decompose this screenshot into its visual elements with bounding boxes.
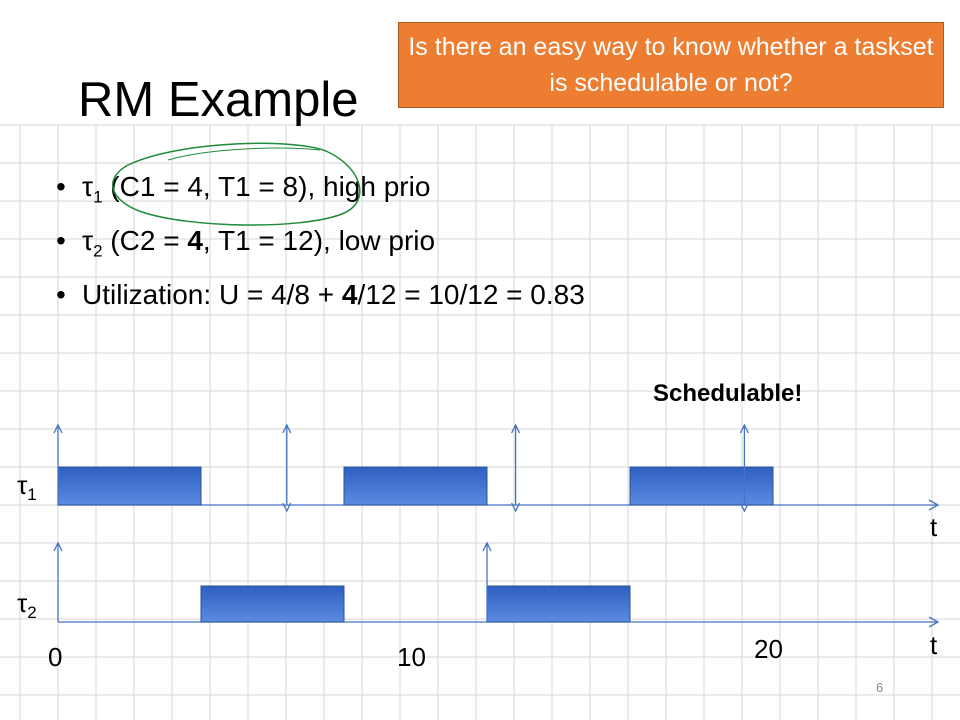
row-label-tau2-symbol: τ: [17, 588, 28, 618]
execution-bar-row2-2: [486, 585, 631, 623]
tick-label-0: 0: [48, 642, 63, 672]
release-arrow-row1-4-head: [739, 423, 749, 434]
bullet-task-2-sub: 2: [93, 241, 103, 261]
release-arrow-row2-2-head: [482, 541, 492, 552]
schedulable-label: Schedulable!: [653, 380, 803, 407]
release-arrow-row1-3-deadline-head: [511, 502, 521, 513]
tick-label-20: 20: [754, 634, 783, 664]
time-axis-arrowhead-row2: [928, 616, 940, 628]
bullet-task-2: τ2 (C2 = 4, T1 = 12), low prio: [56, 218, 585, 272]
row-label-tau1-sub: 1: [27, 485, 37, 505]
bullet-task-2-post: , T1 = 12), low prio: [202, 225, 436, 256]
execution-bar-row2-1: [200, 585, 345, 623]
row-label-tau1: τ1: [17, 470, 37, 505]
bullet-task-1-symbol: τ: [82, 171, 94, 202]
bullet-utilization-post: /12 = 10/12 = 0.83: [357, 279, 585, 310]
tick-label-10: 10: [397, 642, 426, 672]
question-callout: Is there an easy way to know whether a t…: [398, 22, 944, 108]
page-number: 6: [876, 680, 884, 695]
row-label-tau1-symbol: τ: [17, 470, 28, 500]
axis-label-t-row1: t: [930, 512, 938, 542]
release-arrow-row1-4-deadline-head: [739, 502, 749, 513]
execution-bar-row1-1: [57, 466, 202, 506]
bullet-task-2-bold: 4: [187, 225, 203, 256]
bullet-utilization-pre: Utilization: U = 4/8 +: [82, 279, 342, 310]
bullet-utilization: Utilization: U = 4/8 + 4/12 = 10/12 = 0.…: [56, 272, 585, 326]
bullet-task-2-pre: (C2 =: [102, 225, 188, 256]
execution-bar-row1-3: [629, 466, 774, 506]
execution-bar-row1-2: [343, 466, 488, 506]
row-label-tau2-sub: 2: [27, 603, 37, 623]
axis-label-t-row2: t: [930, 630, 938, 660]
bullet-task-1-sub: 1: [93, 187, 103, 207]
release-arrow-row1-1-head: [53, 423, 63, 434]
release-arrow-row1-3-head: [511, 423, 521, 434]
bullet-utilization-bold: 4: [341, 279, 358, 310]
release-arrow-row2-1-head: [53, 541, 63, 552]
release-arrow-row1-2-deadline-head: [282, 502, 292, 513]
row-label-tau2: τ2: [17, 588, 37, 623]
bullet-task-2-symbol: τ: [82, 225, 94, 256]
time-axis-arrowhead-row1: [928, 499, 940, 511]
slide-title: RM Example: [78, 73, 359, 127]
release-arrow-row1-2-head: [282, 423, 292, 434]
